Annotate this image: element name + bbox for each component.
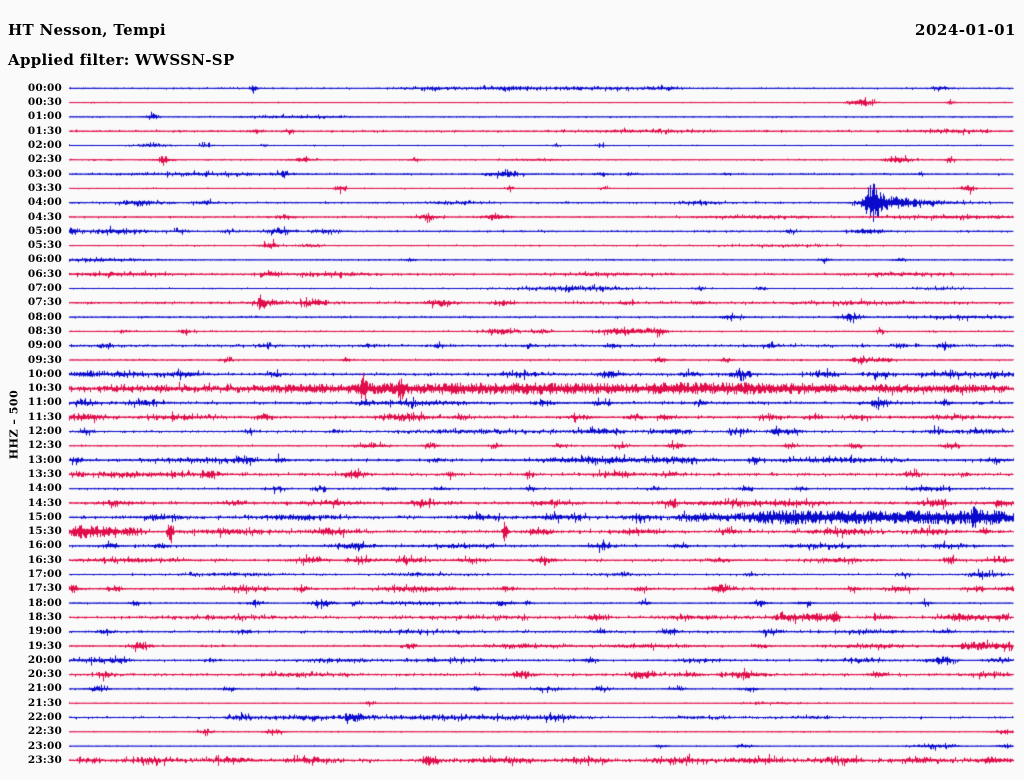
trace-time-label: 11:30 — [27, 410, 62, 423]
trace-time-label: 12:00 — [27, 425, 62, 437]
trace-time-label: 10:00 — [27, 367, 62, 380]
trace-time-label: 06:00 — [27, 253, 62, 266]
trace-time-label: 18:00 — [27, 596, 62, 609]
trace-time-label: 21:30 — [27, 696, 62, 709]
trace-time-label: 19:30 — [27, 639, 62, 652]
trace-time-label: 08:00 — [27, 310, 62, 323]
trace-time-label: 05:30 — [27, 239, 62, 252]
trace-time-label: 23:30 — [27, 753, 62, 766]
trace-time-label: 09:00 — [27, 339, 62, 352]
trace-time-label: 00:30 — [27, 96, 62, 109]
trace-time-label: 10:30 — [27, 382, 62, 395]
trace-time-label: 14:00 — [27, 482, 62, 495]
trace-time-label: 11:00 — [27, 396, 62, 409]
trace-time-label: 07:30 — [27, 296, 62, 309]
trace-time-label: 07:00 — [27, 282, 62, 294]
trace-time-label: 15:30 — [27, 525, 62, 538]
trace-time-label: 03:00 — [27, 167, 62, 180]
trace-time-label: 18:30 — [27, 610, 62, 623]
trace-time-label: 02:00 — [27, 139, 62, 151]
trace-time-label: 05:00 — [27, 224, 62, 237]
trace-time-label: 20:30 — [27, 668, 62, 681]
trace-time-label: 06:30 — [27, 267, 62, 280]
trace-time-label: 13:30 — [27, 467, 62, 480]
trace-time-label: 22:00 — [27, 711, 62, 723]
trace-time-label: 09:30 — [27, 353, 62, 366]
trace-time-label: 00:00 — [27, 81, 62, 94]
trace-time-label: 17:30 — [27, 582, 62, 595]
trace-time-label: 04:30 — [27, 210, 62, 223]
trace-time-label: 12:30 — [27, 439, 62, 452]
trace-time-label: 04:00 — [27, 196, 62, 209]
trace-time-label: 15:00 — [27, 510, 62, 523]
trace-time-label: 08:30 — [27, 324, 62, 337]
trace-time-label: 02:30 — [27, 153, 62, 166]
trace-time-label: 16:00 — [27, 539, 62, 552]
trace-time-label: 20:00 — [27, 653, 62, 666]
trace-time-label: 23:00 — [27, 739, 62, 752]
trace-time-label: 03:30 — [27, 181, 62, 194]
trace-time-label: 14:30 — [27, 496, 62, 509]
trace-time-label: 22:30 — [27, 725, 62, 738]
trace-time-label: 19:00 — [27, 625, 62, 638]
trace-time-label: 13:00 — [27, 453, 62, 466]
trace-time-label: 16:30 — [27, 553, 62, 566]
trace-time-label: 17:00 — [27, 568, 62, 580]
trace-time-label: 21:00 — [27, 682, 62, 695]
trace-time-label: 01:30 — [27, 124, 62, 137]
trace-time-label: 01:00 — [27, 110, 62, 123]
